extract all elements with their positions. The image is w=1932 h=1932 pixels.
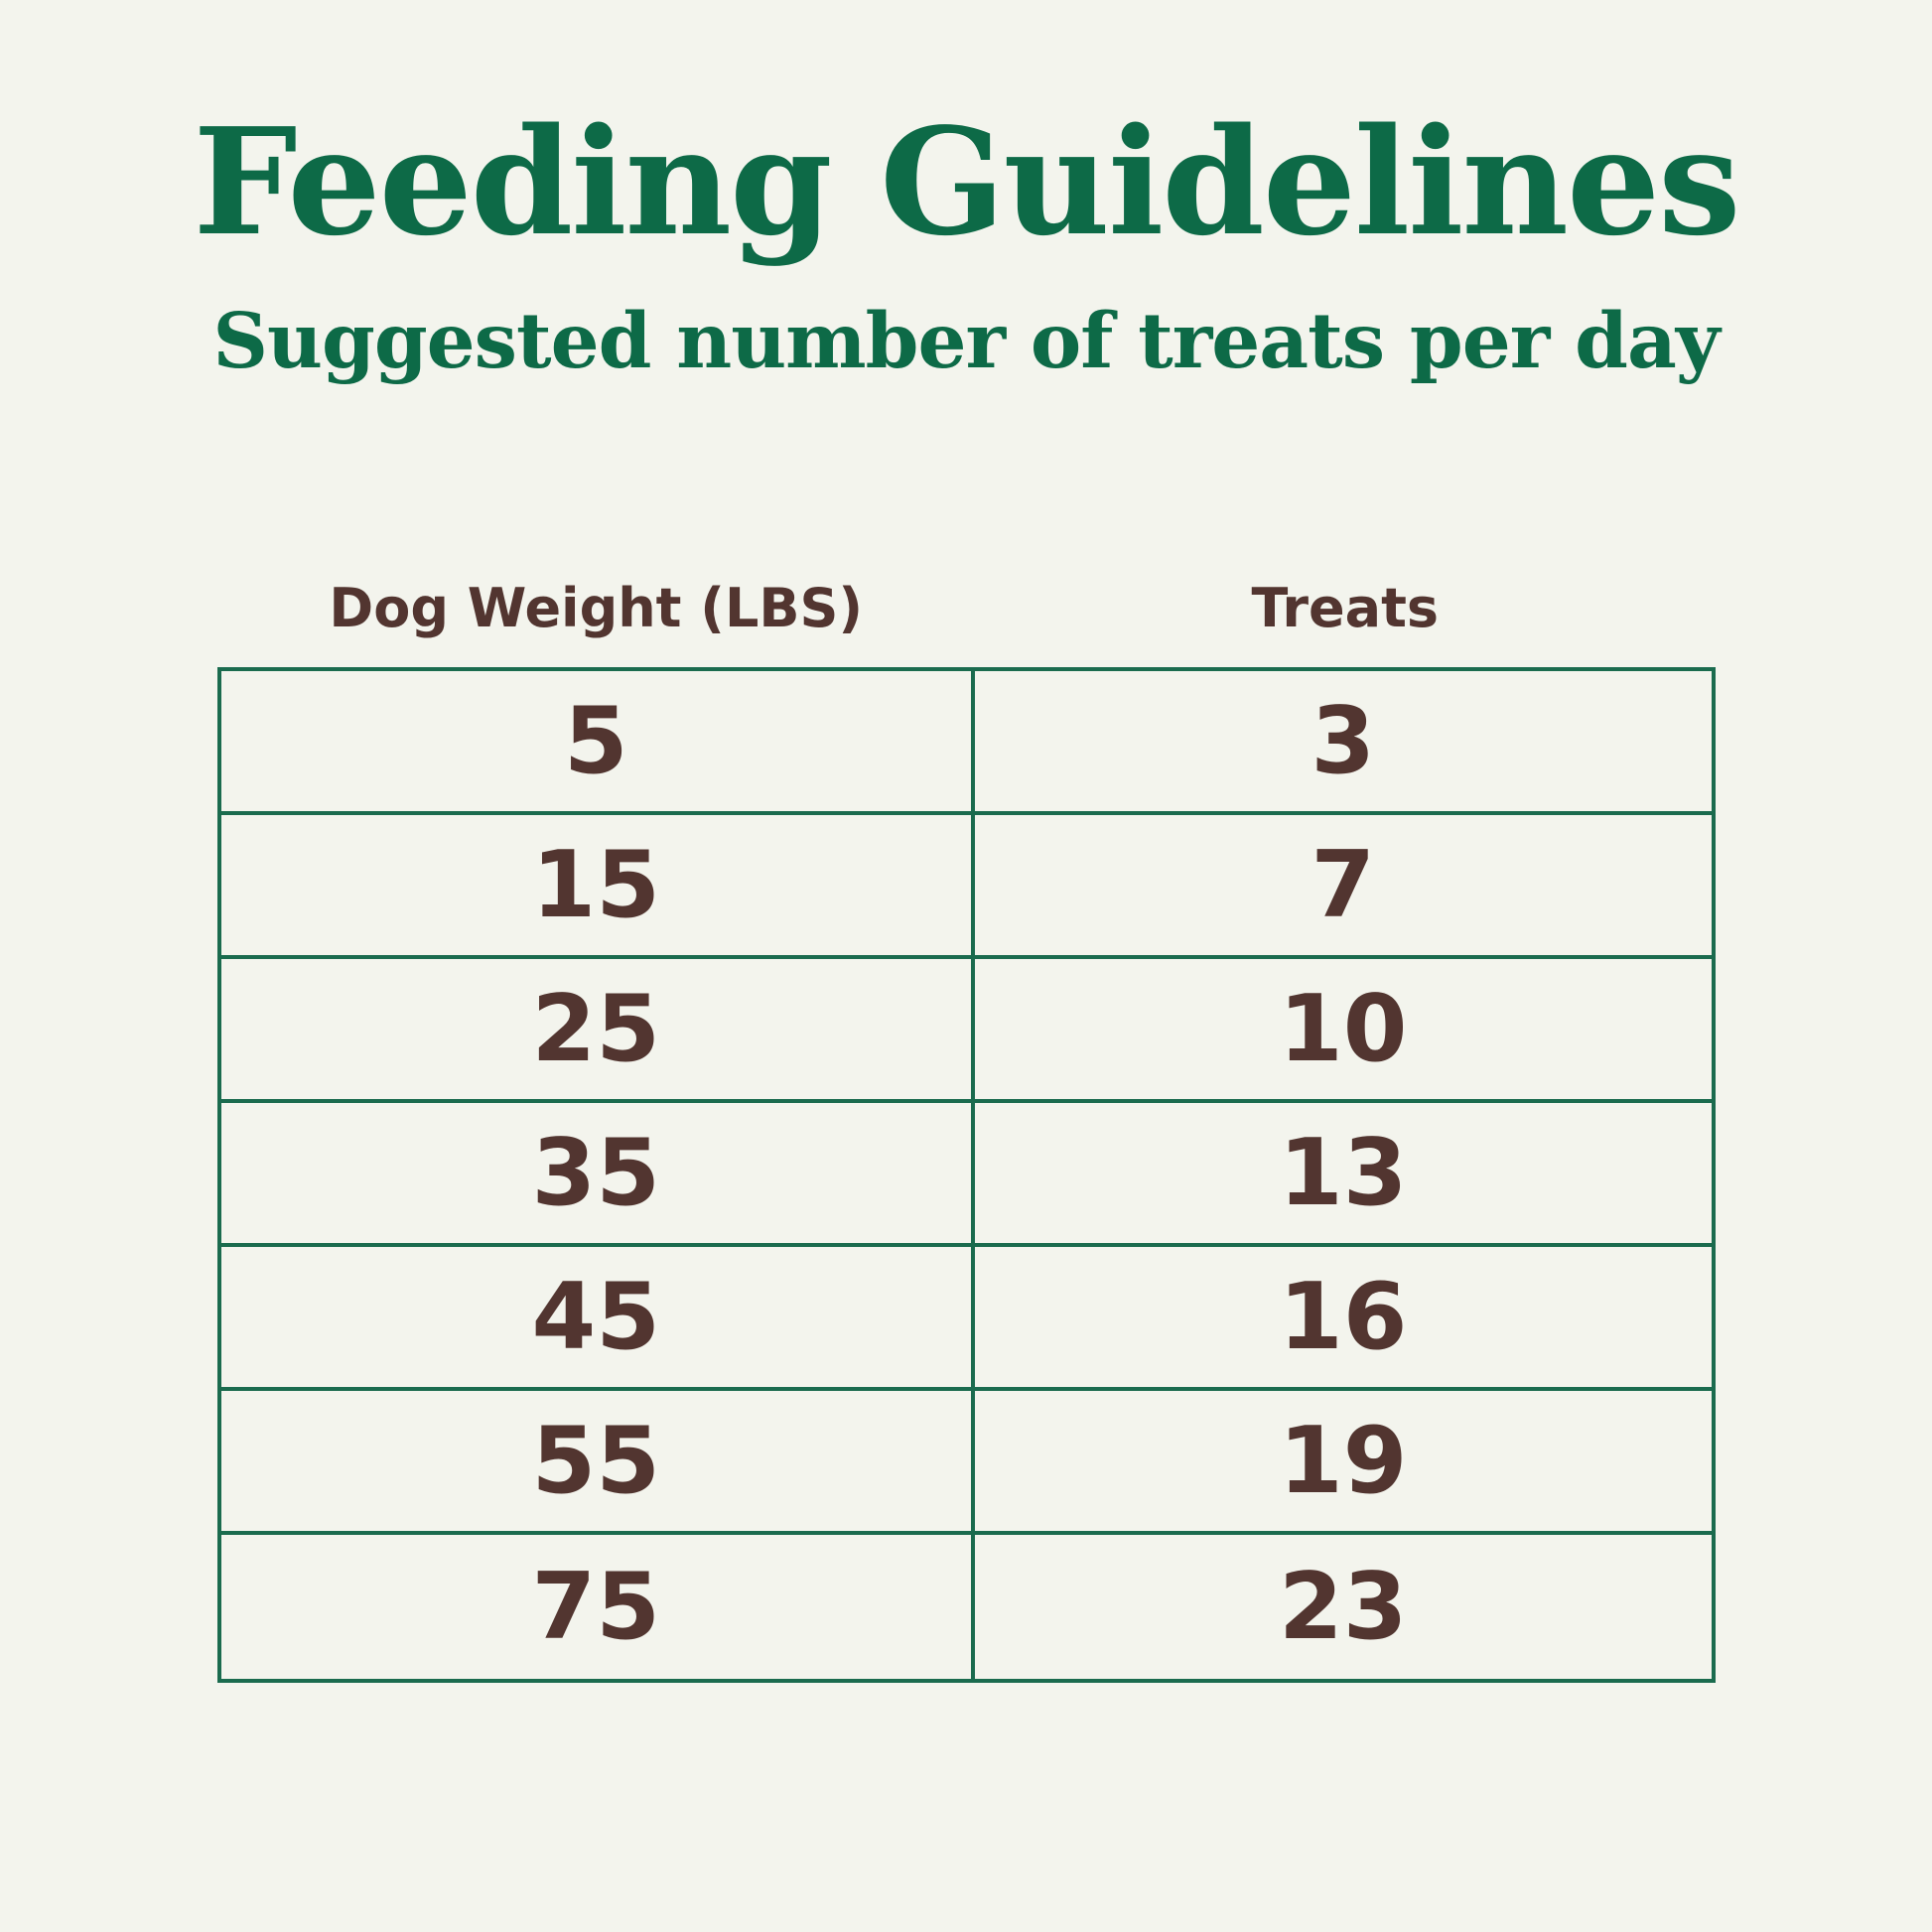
table-row: 35 13 bbox=[220, 1102, 1712, 1247]
weight-cell: 55 bbox=[221, 1390, 975, 1531]
treats-cell: 3 bbox=[1311, 687, 1376, 795]
weight-cell: 35 bbox=[221, 1102, 975, 1243]
page-title: Feeding Guidelines bbox=[193, 95, 1740, 268]
treats-cell: 19 bbox=[1279, 1407, 1408, 1515]
table-row: 75 23 bbox=[221, 1534, 1712, 1679]
feeding-table: 5 3 15 7 25 10 35 13 45 16 55 19 75 23 bbox=[216, 666, 1716, 1683]
table-row: 55 19 bbox=[220, 1390, 1712, 1535]
table-row: 15 7 bbox=[220, 814, 1712, 959]
treats-cell: 16 bbox=[1279, 1263, 1408, 1371]
column-header-treats: Treats bbox=[1251, 576, 1440, 639]
table-row: 45 16 bbox=[220, 1246, 1712, 1391]
column-header-dog-weight: Dog Weight (LBS) bbox=[329, 576, 864, 639]
weight-cell: 45 bbox=[221, 1246, 975, 1387]
page-subtitle: Suggested number of treats per day bbox=[212, 297, 1720, 387]
treats-cell: 7 bbox=[1311, 831, 1376, 939]
weight-cell: 75 bbox=[221, 1534, 975, 1679]
table-section: Dog Weight (LBS) Treats 5 3 15 7 25 10 3… bbox=[216, 577, 1716, 1683]
table-row: 25 10 bbox=[220, 958, 1712, 1103]
treats-cell: 10 bbox=[1279, 975, 1408, 1083]
column-headers: Dog Weight (LBS) Treats bbox=[217, 577, 1716, 641]
weight-cell: 15 bbox=[221, 814, 975, 955]
weight-cell: 5 bbox=[221, 670, 975, 811]
treats-cell: 23 bbox=[1279, 1553, 1408, 1661]
treats-cell: 13 bbox=[1279, 1119, 1408, 1227]
weight-cell: 25 bbox=[221, 958, 975, 1099]
table-row: 5 3 bbox=[220, 670, 1712, 815]
